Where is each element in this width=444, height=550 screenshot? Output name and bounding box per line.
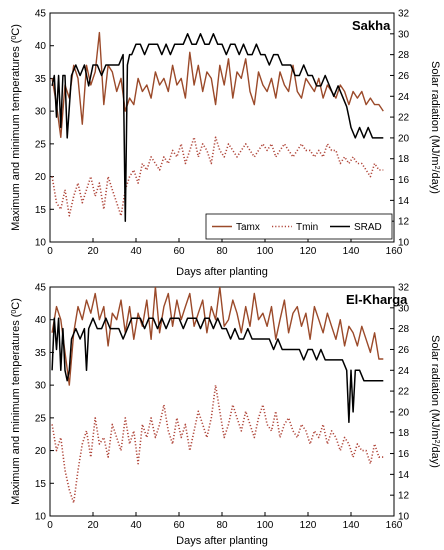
x-axis-label: Days after planting — [176, 535, 268, 547]
y-tick-label: 40 — [35, 315, 47, 326]
x-tick-label: 140 — [343, 520, 360, 531]
series-line-srad — [51, 33, 384, 222]
y-tick-label: 20 — [35, 446, 47, 457]
y-tick-label: 20 — [35, 172, 47, 183]
x-tick-label: 100 — [257, 520, 274, 531]
y2-tick-label: 18 — [398, 154, 410, 165]
x-tick-label: 120 — [300, 520, 317, 531]
series-line-tmin — [51, 136, 384, 217]
y2-tick-label: 26 — [398, 345, 410, 356]
x-tick-label: 120 — [300, 246, 317, 257]
x-tick-label: 160 — [386, 520, 403, 531]
y-tick-label: 40 — [35, 41, 47, 52]
legend: Tamx Tmin SRAD — [205, 213, 393, 240]
series-line-srad — [51, 317, 384, 424]
legend-label: Tmin — [296, 222, 318, 233]
y2-tick-label: 16 — [398, 449, 410, 460]
y-tick-label: 30 — [35, 107, 47, 118]
plot-frame — [49, 286, 395, 517]
x-tick-label: 0 — [47, 520, 53, 531]
y2-tick-label: 12 — [398, 491, 410, 502]
series-line-tmin — [51, 384, 384, 504]
y-tick-label: 35 — [35, 74, 47, 85]
legend-label: Tamx — [236, 222, 260, 233]
y-axis-label: Maximum and minimum temperatures (0C) — [10, 298, 22, 505]
y-tick-label: 25 — [35, 139, 47, 150]
x-tick-label: 0 — [47, 246, 53, 257]
y2-tick-label: 10 — [398, 238, 410, 249]
x-tick-label: 80 — [216, 246, 228, 257]
x-tick-label: 20 — [87, 246, 99, 257]
y2-tick-label: 26 — [398, 71, 410, 82]
legend-label: SRAD — [354, 222, 382, 233]
y-axis-label: Maximum and minimum temperatures (0C) — [10, 24, 22, 231]
x-tick-label: 80 — [216, 520, 228, 531]
y2-tick-label: 32 — [398, 283, 410, 294]
y2-tick-label: 20 — [398, 407, 410, 418]
y2-tick-label: 24 — [398, 366, 410, 377]
y-tick-label: 15 — [35, 479, 47, 490]
legend-box — [205, 213, 393, 240]
y-tick-label: 30 — [35, 381, 47, 392]
y2-tick-label: 30 — [398, 303, 410, 314]
y2-axis-label: Solar radiation (MJ/m2/day) — [429, 61, 441, 194]
panel-title: El-Kharga — [346, 292, 408, 307]
y2-tick-label: 14 — [398, 470, 410, 481]
y2-tick-label: 28 — [398, 324, 410, 335]
x-tick-label: 60 — [173, 246, 185, 257]
x-axis-label: Days after planting — [176, 266, 268, 278]
y2-tick-label: 12 — [398, 217, 410, 228]
x-tick-label: 140 — [343, 246, 360, 257]
y2-tick-label: 22 — [398, 387, 410, 398]
chart-panel-2: 0 20 40 60 80 100 120 140 1601015202530354045101… — [10, 283, 441, 548]
y2-tick-label: 22 — [398, 113, 410, 124]
x-tick-label: 20 — [87, 520, 99, 531]
x-tick-label: 100 — [257, 246, 274, 257]
y2-tick-label: 32 — [398, 9, 410, 20]
y2-tick-label: 20 — [398, 133, 410, 144]
plot-frame — [49, 12, 395, 243]
series-line-tamx — [51, 31, 384, 139]
y-tick-label: 25 — [35, 413, 47, 424]
x-tick-label: 40 — [130, 520, 142, 531]
panel-title: Sakha — [352, 18, 391, 33]
y2-tick-label: 28 — [398, 50, 410, 61]
y2-tick-label: 14 — [398, 196, 410, 207]
y2-tick-label: 18 — [398, 428, 410, 439]
y-tick-label: 35 — [35, 348, 47, 359]
y2-tick-label: 16 — [398, 175, 410, 186]
y2-tick-label: 30 — [398, 29, 410, 40]
y2-axis-label: Solar radiation (MJ/m2/day) — [429, 335, 441, 468]
y-tick-label: 45 — [35, 9, 47, 20]
y2-tick-label: 10 — [398, 512, 410, 523]
y2-tick-label: 24 — [398, 92, 410, 103]
x-tick-label: 40 — [130, 246, 142, 257]
x-tick-label: 60 — [173, 520, 185, 531]
y-tick-label: 10 — [35, 512, 47, 523]
y-tick-label: 10 — [35, 238, 47, 249]
series-line-tamx — [51, 287, 384, 386]
y-tick-label: 15 — [35, 205, 47, 216]
x-tick-label: 160 — [386, 246, 403, 257]
chart-panel-1: 0 20 40 60 80 100 120 140 1601015202530354045101… — [10, 9, 441, 279]
y-tick-label: 45 — [35, 283, 47, 294]
